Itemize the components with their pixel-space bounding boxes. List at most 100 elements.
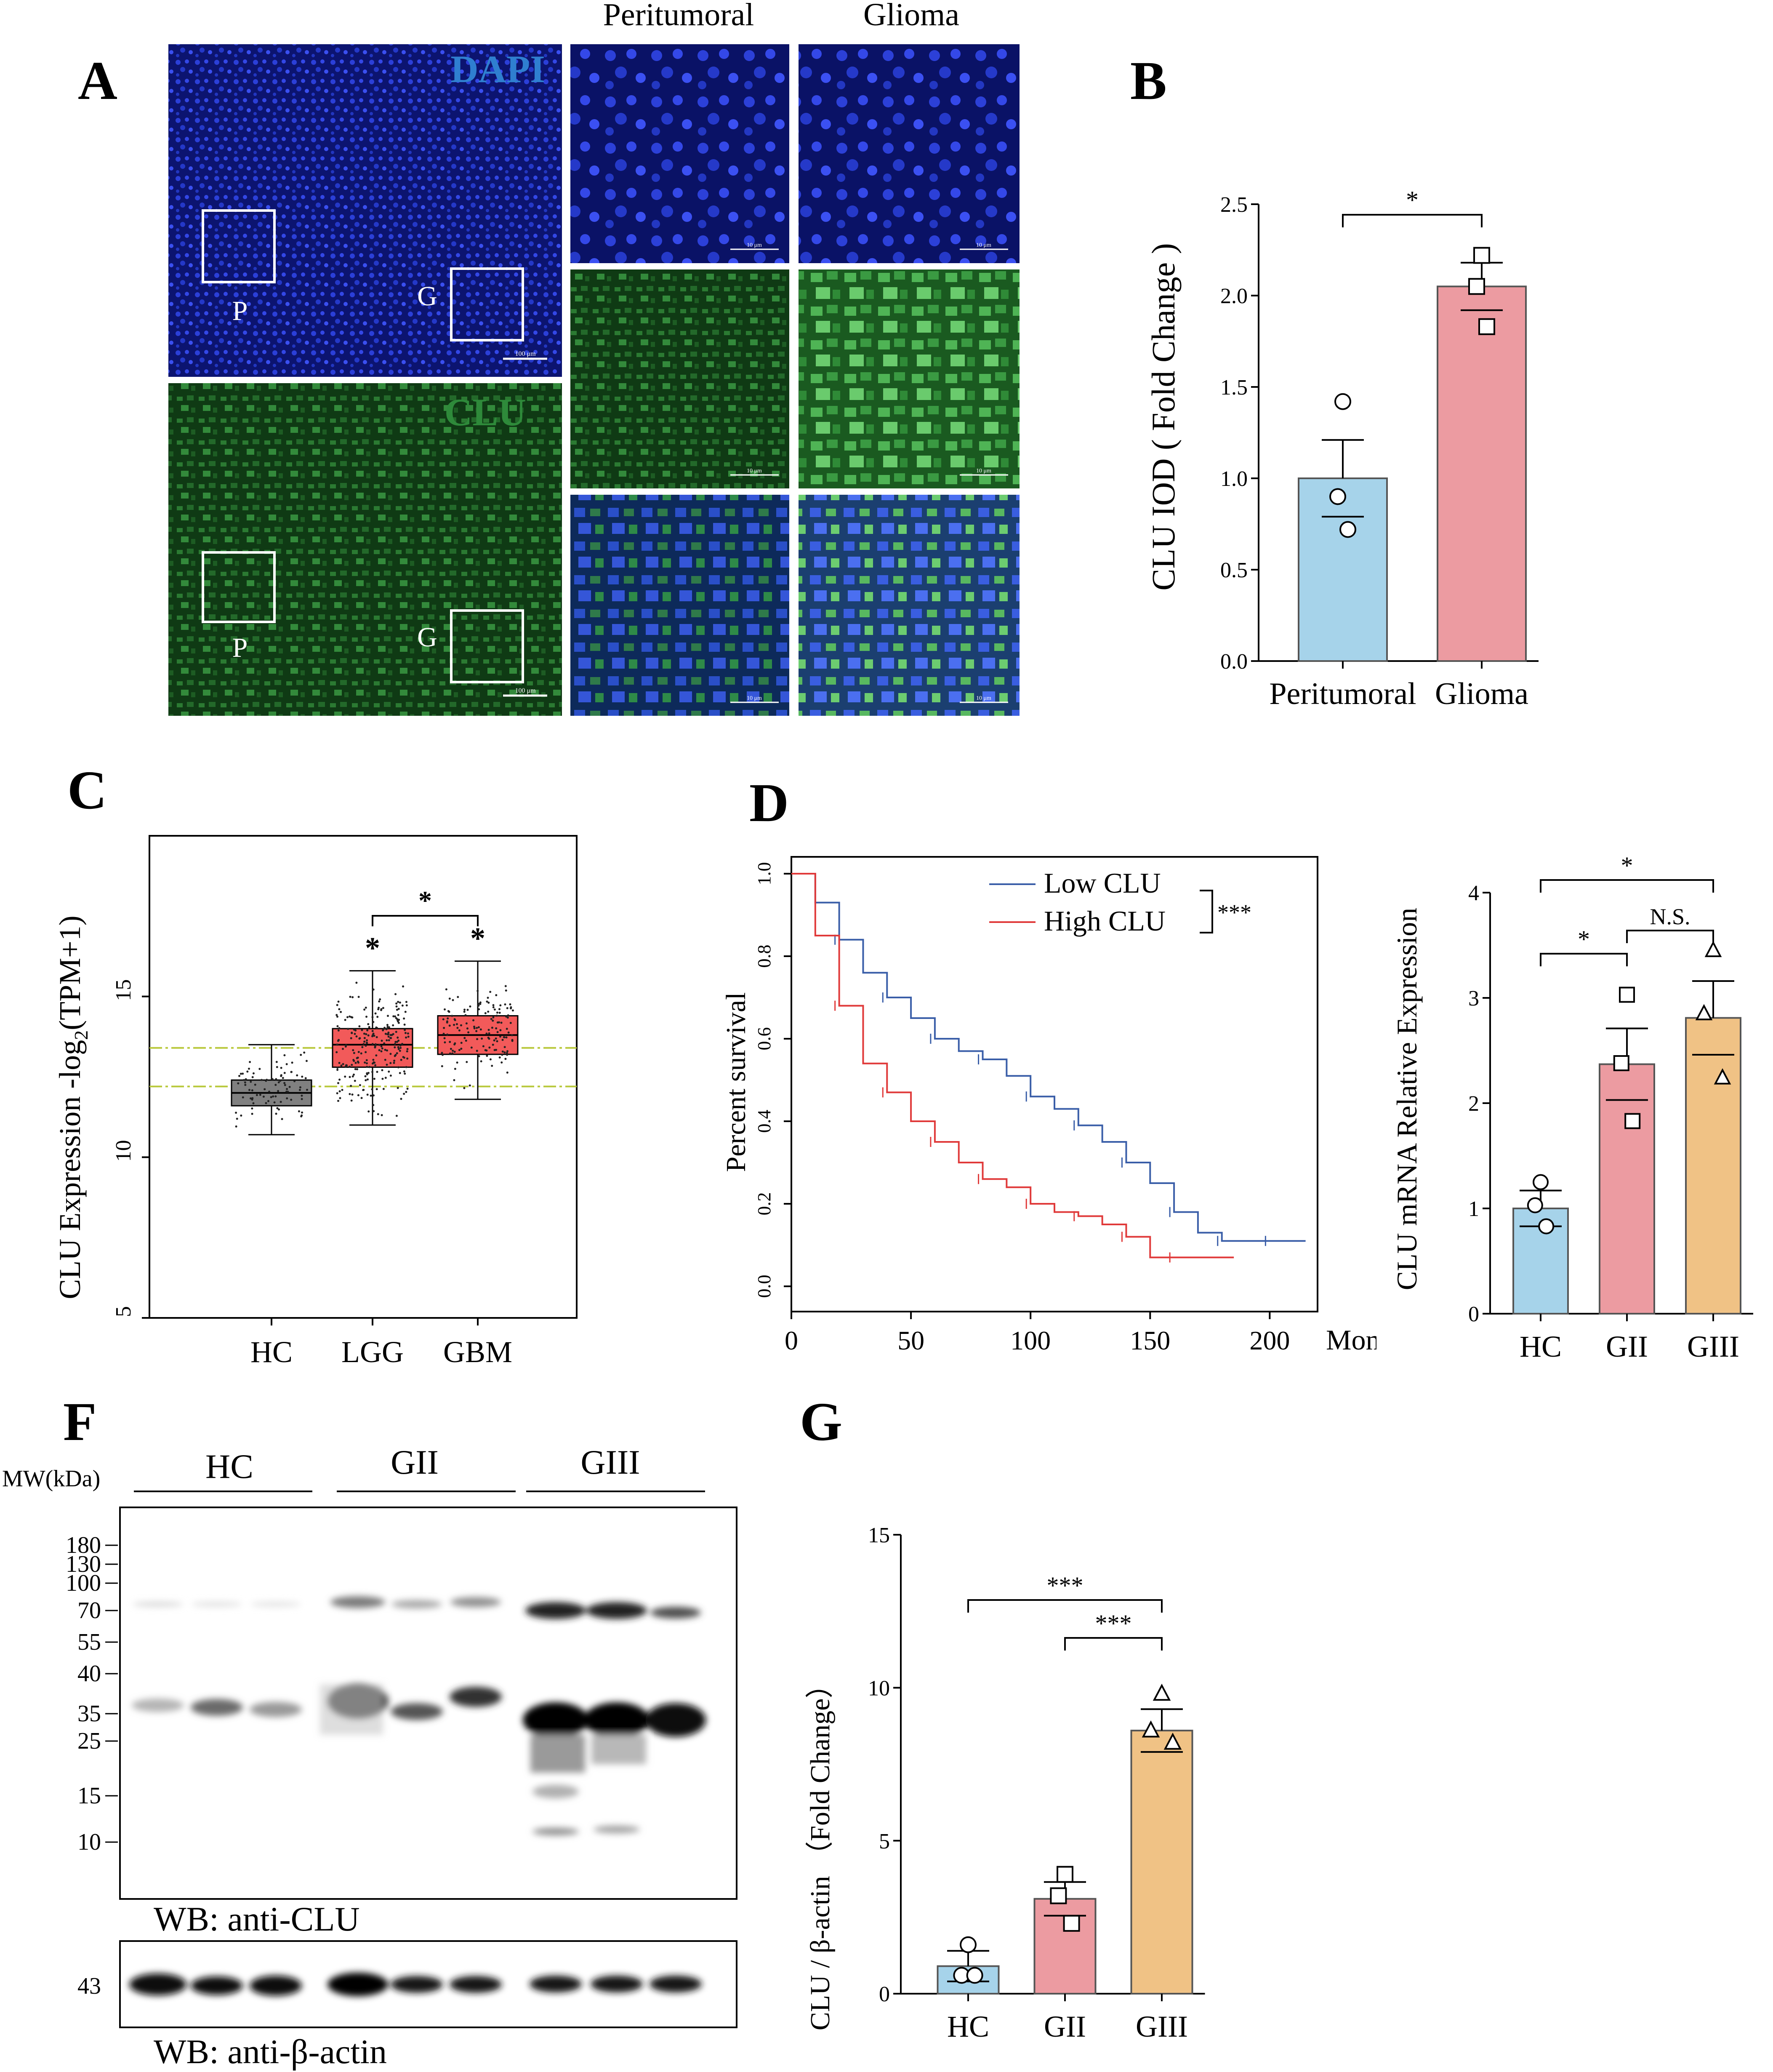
jitter-point [500, 1021, 503, 1024]
jitter-point [366, 1039, 368, 1042]
jitter-point [446, 1021, 448, 1024]
jitter-point [384, 1032, 387, 1035]
jitter-point [397, 1021, 400, 1024]
column-title-glioma: Glioma [863, 0, 959, 32]
jitter-point [457, 996, 459, 998]
jitter-point [270, 1096, 272, 1099]
jitter-point [338, 1062, 341, 1064]
y-tick-label: 15 [868, 1523, 890, 1547]
survival-curve-low-clu [791, 873, 1306, 1242]
jitter-point [503, 1036, 506, 1038]
jitter-point [376, 1071, 378, 1073]
jitter-point [349, 1015, 351, 1018]
jitter-point [488, 1046, 491, 1049]
mw-marker-label: 100 [66, 1570, 101, 1596]
jitter-point [387, 1035, 390, 1038]
data-point [1334, 393, 1351, 410]
jitter-point [477, 1026, 480, 1029]
jitter-point [375, 1088, 378, 1091]
jitter-point [238, 1075, 241, 1077]
jitter-point [338, 1039, 340, 1041]
y-tick-label: 0.8 [754, 945, 775, 968]
jitter-point [404, 1072, 406, 1075]
jitter-point [445, 988, 447, 991]
jitter-point [489, 1058, 492, 1061]
jitter-point [386, 1039, 388, 1042]
category-significance: * [470, 922, 485, 955]
data-point [1050, 1887, 1067, 1904]
roi-label-g-dapi: G [417, 281, 437, 312]
jitter-point [387, 1031, 390, 1034]
jitter-point [346, 1016, 349, 1019]
data-point [1329, 488, 1346, 505]
jitter-point [378, 1006, 380, 1009]
bar [1437, 285, 1527, 662]
jitter-point [371, 1062, 374, 1065]
jitter-point [374, 1012, 377, 1015]
data-point [1153, 1683, 1171, 1701]
jitter-point [395, 1115, 398, 1117]
jitter-point [242, 1079, 245, 1081]
jitter-point [244, 1081, 246, 1084]
jitter-point [505, 989, 507, 992]
jitter-point [250, 1080, 252, 1083]
jitter-point [447, 1010, 450, 1012]
significance-label: * [1406, 186, 1419, 214]
legend-label: High CLU [1044, 905, 1166, 937]
jitter-point [344, 1019, 346, 1021]
jitter-point [386, 1027, 389, 1030]
bar [1298, 477, 1388, 662]
jitter-point [506, 1071, 508, 1074]
data-point [1473, 247, 1490, 264]
jitter-point [237, 1082, 240, 1085]
jitter-point [362, 1043, 365, 1045]
jitter-point [365, 1016, 368, 1018]
jitter-point [469, 1084, 471, 1087]
jitter-point [280, 1075, 282, 1077]
jitter-point [366, 1093, 369, 1096]
jitter-point [380, 1009, 382, 1011]
jitter-point [397, 1087, 399, 1089]
y-tick-label: 5 [879, 1829, 890, 1853]
jitter-point [478, 1008, 480, 1011]
jitter-point [402, 985, 405, 988]
jitter-point [441, 1052, 443, 1054]
jitter-point [267, 1100, 270, 1102]
jitter-point [352, 1073, 355, 1076]
jitter-point [381, 1077, 384, 1080]
jitter-point [495, 1014, 498, 1017]
jitter-point [236, 1117, 238, 1120]
jitter-point [360, 1097, 363, 1099]
y-tick-label: 0.6 [754, 1027, 775, 1051]
jitter-point [511, 1009, 514, 1012]
jitter-point [376, 1016, 379, 1018]
jitter-point [287, 1091, 289, 1093]
jitter-point [275, 1112, 277, 1115]
jitter-point [405, 1001, 407, 1003]
jitter-point [356, 1057, 358, 1059]
jitter-point [301, 1094, 303, 1097]
jitter-point [392, 1015, 395, 1018]
jitter-point [373, 1061, 376, 1064]
y-tick-label: 10 [112, 1140, 136, 1162]
jitter-point [260, 1079, 263, 1081]
jitter-point [496, 1021, 499, 1024]
jitter-point [342, 1063, 344, 1065]
jitter-point [259, 1093, 261, 1096]
dapi-channel-label: DAPI [450, 48, 545, 91]
jitter-point [286, 1088, 288, 1090]
y-tick-label: 1.0 [754, 862, 775, 885]
jitter-point [404, 1011, 407, 1013]
jitter-point [476, 1038, 479, 1040]
jitter-point [374, 1045, 376, 1047]
y-tick-label: 2 [1468, 1092, 1479, 1116]
jitter-point [448, 1024, 451, 1027]
significance-label: *** [1047, 1572, 1084, 1599]
lane-group-gii: GII [391, 1443, 439, 1481]
jitter-point [389, 1037, 391, 1039]
jitter-point [501, 1051, 504, 1053]
jitter-point [506, 1028, 508, 1030]
jitter-point [506, 1053, 508, 1056]
jitter-point [477, 1004, 480, 1007]
